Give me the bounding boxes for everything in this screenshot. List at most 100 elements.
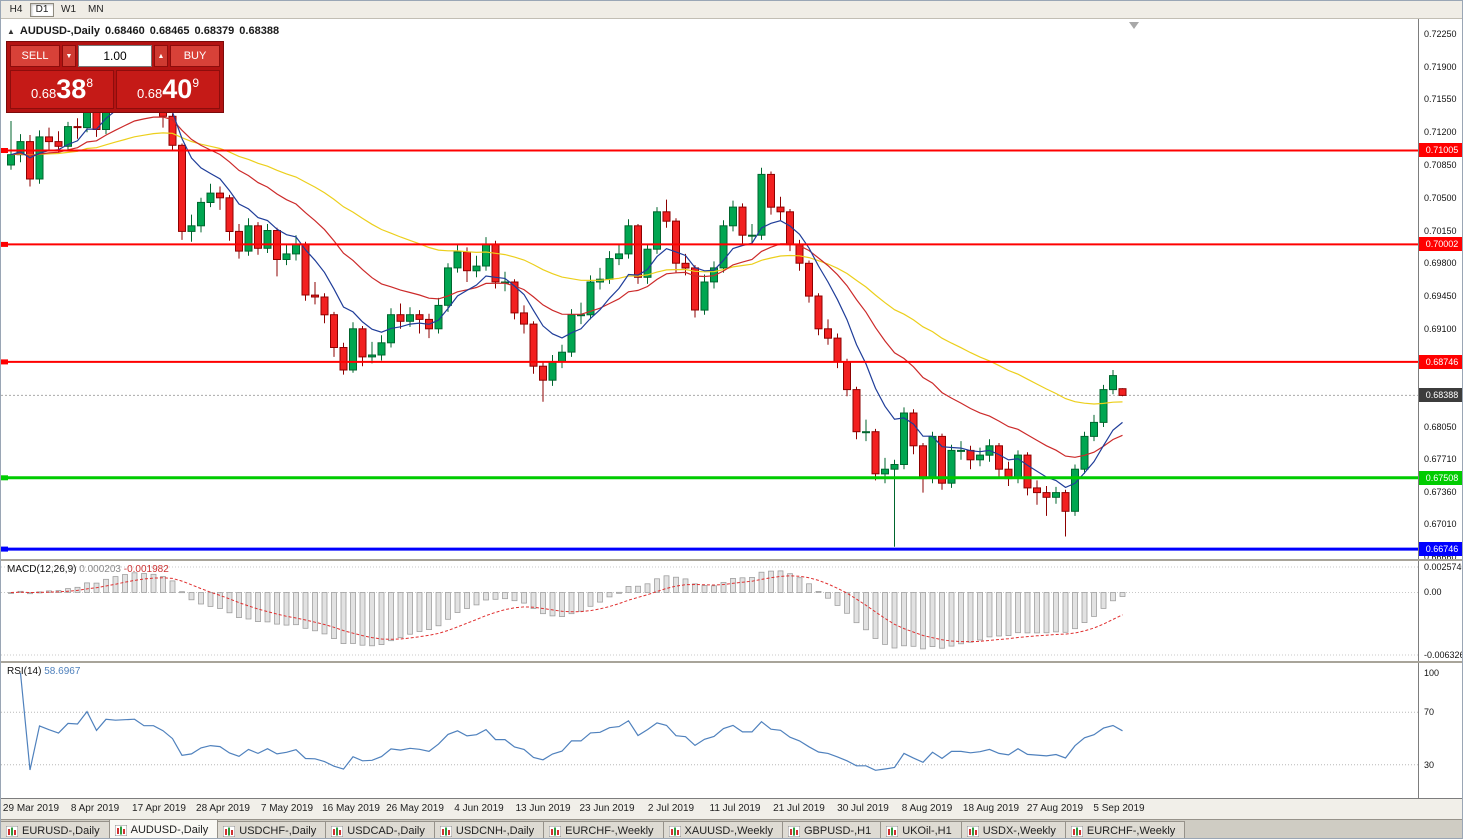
macd-chart[interactable] [1, 561, 1418, 661]
date-label: 8 Apr 2019 [70, 803, 120, 814]
price-axis-label: 0.70850 [1424, 160, 1457, 170]
volume-input[interactable] [78, 45, 152, 67]
date-label: 30 Jul 2019 [837, 803, 889, 814]
chart-tab-icon [1070, 825, 1083, 837]
price-axis-label: 0.69100 [1424, 324, 1457, 334]
date-label: 26 May 2019 [386, 803, 444, 814]
chart-tab[interactable]: USDCHF-,Daily [217, 821, 327, 838]
price-axis-label: 0.70150 [1424, 226, 1457, 236]
sell-button[interactable]: SELL [10, 45, 60, 67]
price-axis[interactable]: 0.72250 0.71900 0.71550 0.71200 0.70850 0.705… [1418, 19, 1462, 562]
buy-button[interactable]: BUY [170, 45, 220, 67]
chart-tab-icon [331, 825, 344, 837]
chart-tab-icon [668, 825, 681, 837]
chart-tab-label: USDCNH-,Daily [455, 825, 535, 837]
chart-tab[interactable]: EURCHF-,Weekly [1064, 821, 1186, 838]
price-badge: 0.71005 [1419, 143, 1462, 157]
main-chart-panel[interactable]: 0.72250 0.71900 0.71550 0.71200 0.70850 0.705… [1, 19, 1462, 562]
chart-tab[interactable]: UKOil-,H1 [880, 821, 962, 838]
sell-price-pipette: 8 [86, 75, 94, 90]
chart-tab[interactable]: AUDUSD-,Daily [108, 819, 219, 838]
price-badge: 0.67508 [1419, 471, 1462, 485]
one-click-collapse-icon[interactable]: ▲ [7, 26, 15, 36]
date-label: 8 Aug 2019 [901, 803, 953, 814]
line-handle [1, 148, 8, 153]
sell-price-base: 0.68 [30, 86, 57, 101]
sell-price[interactable]: 0.68 38 8 [10, 70, 114, 109]
medium-ma-line [10, 116, 1123, 458]
panel-splitter[interactable] [1, 559, 1462, 561]
price-axis-label: 0.69800 [1424, 258, 1457, 268]
rsi-panel[interactable]: 100 70 30 RSI(14) 58.6967 [1, 663, 1462, 798]
date-label: 28 Apr 2019 [196, 803, 250, 814]
price-axis-label: 0.72250 [1424, 29, 1457, 39]
line-handle [1, 546, 8, 552]
date-label: 11 Jul 2019 [709, 803, 761, 814]
price-badge: 0.66746 [1419, 542, 1462, 556]
chart-tab[interactable]: GBPUSD-,H1 [781, 821, 882, 838]
price-badge: 0.68746 [1419, 355, 1462, 369]
price-axis-label: 0.70500 [1424, 193, 1457, 203]
chart-tabs-bar: EURUSD-,Daily AUDUSD-,Daily USDCHF-,Daily U… [1, 819, 1462, 838]
date-label: 13 Jun 2019 [515, 803, 571, 814]
chart-tab-label: XAUUSD-,Weekly [684, 825, 773, 837]
macd-axis-label: 0.0025740 [1424, 562, 1463, 572]
rsi-axis-label: 100 [1424, 668, 1440, 678]
chart-tab-label: AUDUSD-,Daily [130, 824, 209, 836]
price-badge: 0.70002 [1419, 237, 1462, 251]
buy-price-pips: 40 [162, 74, 193, 104]
line-handle [1, 241, 8, 247]
chart-tab-icon [439, 825, 452, 837]
rsi-axis-label: 30 [1424, 760, 1435, 770]
price-badge: 0.68388 [1419, 388, 1462, 402]
chart-tab-icon [787, 825, 800, 837]
price-axis-label: 0.71200 [1424, 127, 1457, 137]
chart-tab[interactable]: XAUUSD-,Weekly [662, 821, 783, 838]
price-axis-label: 0.67710 [1424, 454, 1457, 464]
chart-tab-icon [886, 825, 899, 837]
buy-price-base: 0.68 [136, 86, 163, 101]
chart-tab[interactable]: USDCAD-,Daily [325, 821, 435, 838]
price-axis-label: 0.67010 [1424, 519, 1457, 529]
macd-axis-label: 0.00 [1424, 587, 1442, 597]
timeframe-button-w1[interactable]: W1 [56, 2, 81, 17]
chart-tab[interactable]: USDCNH-,Daily [433, 821, 545, 838]
chart-tab-label: EURCHF-,Weekly [1086, 825, 1176, 837]
fast-ma-line [10, 97, 1123, 489]
timeframe-button-h4[interactable]: H4 [4, 2, 28, 17]
panel-splitter[interactable] [1, 661, 1462, 663]
timeframe-button-mn[interactable]: MN [83, 2, 109, 17]
chart-tab-label: EURUSD-,Daily [22, 825, 100, 837]
date-label: 21 Jul 2019 [773, 803, 825, 814]
chart-tab-icon [6, 825, 18, 837]
volume-decrease-button[interactable]: ▼ [62, 45, 76, 67]
date-label: 23 Jun 2019 [579, 803, 635, 814]
date-label: 4 Jun 2019 [454, 803, 504, 814]
sell-price-pips: 38 [56, 74, 87, 104]
time-axis[interactable]: 29 Mar 2019 8 Apr 2019 17 Apr 2019 28 Apr 2… [1, 798, 1462, 819]
chart-shift-marker [1129, 22, 1139, 29]
macd-axis: 0.0025740 0.00 -0.0063260 [1418, 561, 1463, 661]
chart-tab[interactable]: EURCHF-,Weekly [543, 821, 664, 838]
chart-tab-label: EURCHF-,Weekly [565, 825, 654, 837]
rsi-chart[interactable] [1, 663, 1418, 798]
candlestick-chart[interactable] [1, 19, 1418, 559]
date-label: 7 May 2019 [260, 803, 314, 814]
buy-price-pipette: 9 [192, 75, 200, 90]
timeframe-button-d1[interactable]: D1 [30, 2, 54, 17]
candles-layer [7, 64, 1127, 547]
date-label: 5 Sep 2019 [1093, 803, 1145, 814]
date-label: 2 Jul 2019 [647, 803, 695, 814]
buy-price[interactable]: 0.68 40 9 [116, 70, 220, 109]
chart-tab[interactable]: EURUSD-,Daily [1, 821, 110, 838]
price-axis-label: 0.66660 [1424, 552, 1457, 562]
slow-ma-line [10, 132, 1123, 405]
timeframe-toolbar: H4 D1 W1 MN [1, 1, 1462, 19]
chart-tab[interactable]: USDX-,Weekly [960, 821, 1066, 838]
rsi-line [19, 672, 1123, 771]
macd-axis-label: -0.0063260 [1424, 650, 1462, 660]
chart-tab-icon [223, 825, 236, 837]
volume-increase-button[interactable]: ▲ [154, 45, 168, 67]
